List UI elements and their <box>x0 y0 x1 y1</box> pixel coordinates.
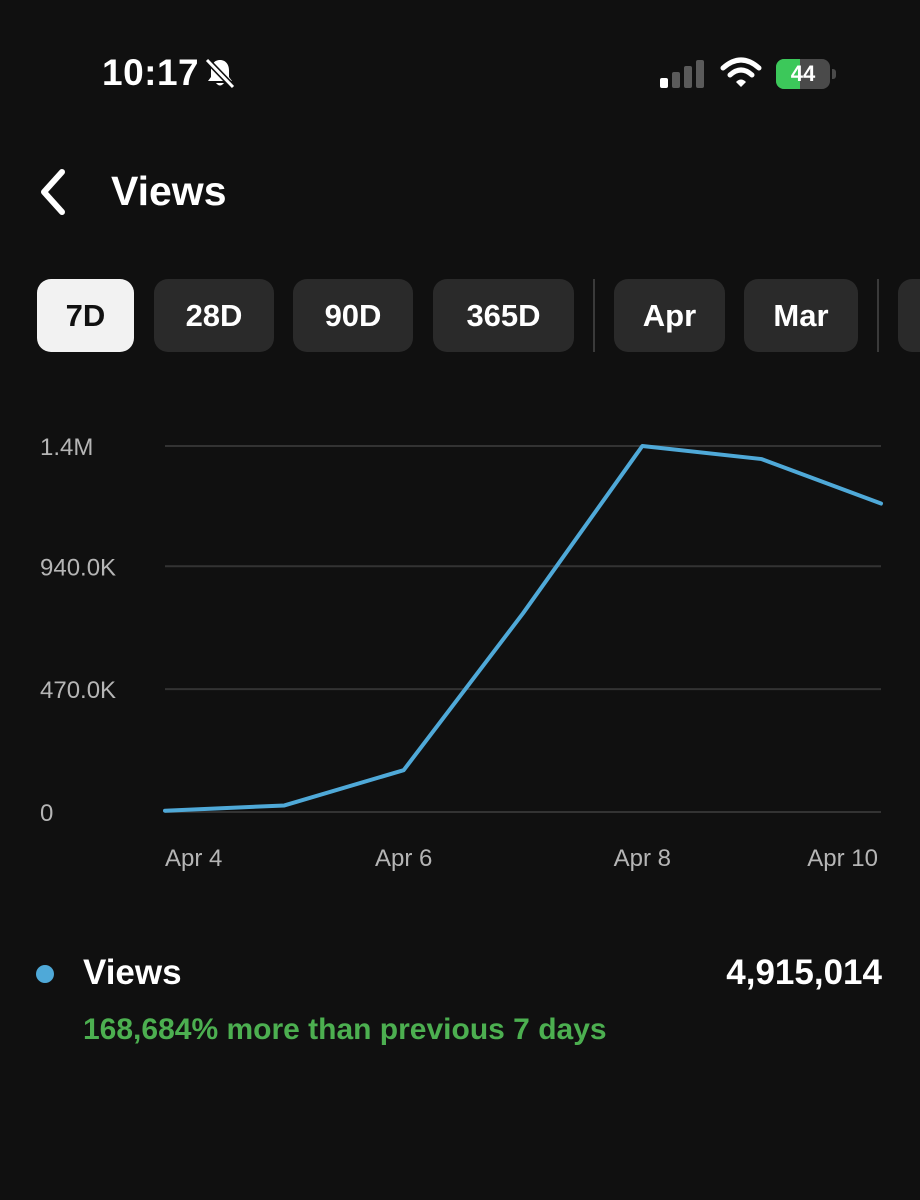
wifi-icon <box>720 57 762 87</box>
views-legend-dot <box>36 965 54 983</box>
summary-total: 4,915,014 <box>726 953 882 992</box>
filter-chip-mar[interactable]: Mar <box>744 279 858 352</box>
x-tick-label: Apr 6 <box>375 845 432 872</box>
chip-divider <box>593 279 595 352</box>
date-range-filters: 7D 28D 90D 365D Apr Mar <box>0 279 920 353</box>
filter-chip-apr[interactable]: Apr <box>614 279 725 352</box>
chevron-left-icon <box>41 169 65 215</box>
filter-chip-365d[interactable]: 365D <box>433 279 574 352</box>
status-time: 10:17 <box>102 52 200 93</box>
battery-charging-icon: 44 <box>776 59 836 89</box>
y-tick-label: 0 <box>40 800 53 827</box>
x-tick-label: Apr 4 <box>165 845 222 872</box>
summary-change: 168,684% more than previous 7 days <box>83 1013 607 1046</box>
summary-label: Views <box>83 953 182 992</box>
x-tick-label: Apr 10 <box>807 845 878 872</box>
y-tick-label: 470.0K <box>40 677 116 704</box>
cellular-signal-icon <box>660 60 704 88</box>
page-title: Views <box>111 168 227 214</box>
filter-chip-7d[interactable]: 7D <box>37 279 134 352</box>
y-tick-label: 940.0K <box>40 554 116 581</box>
x-tick-label: Apr 8 <box>614 845 671 872</box>
filter-chip-28d[interactable]: 28D <box>154 279 274 352</box>
views-line-chart: 0 470.0K 940.0K 1.4M Apr 4 Apr 6 Apr 8 Apr 10 <box>40 434 883 872</box>
filter-chip-overflow[interactable] <box>898 279 920 352</box>
chip-divider <box>877 279 879 352</box>
y-tick-label: 1.4M <box>40 434 93 461</box>
filter-chip-90d[interactable]: 90D <box>293 279 413 352</box>
battery-level: 44 <box>790 61 816 86</box>
bell-slash-icon <box>204 57 236 90</box>
views-series-line <box>163 444 883 813</box>
back-button[interactable] <box>30 164 82 220</box>
